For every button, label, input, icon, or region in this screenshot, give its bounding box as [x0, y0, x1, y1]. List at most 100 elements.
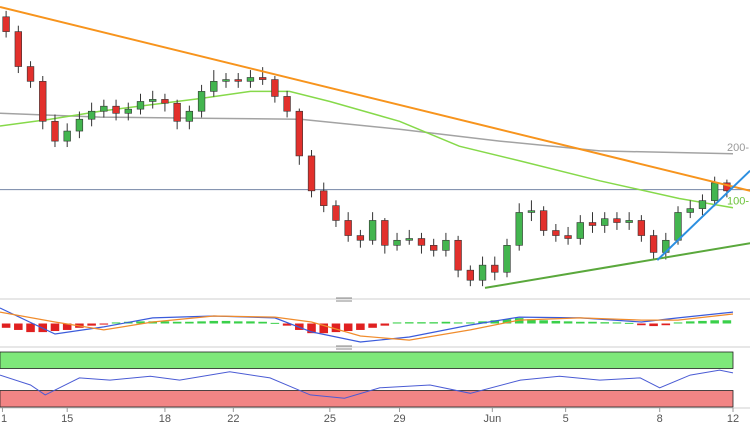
candle-body: [234, 79, 242, 82]
macd-histogram-bar: [319, 323, 329, 334]
macd-histogram-bar: [233, 321, 243, 324]
candle-body: [344, 220, 352, 236]
candle-body: [161, 99, 169, 104]
candle-body: [210, 81, 218, 92]
candle-body: [307, 155, 316, 192]
macd-histogram-bar: [111, 322, 121, 324]
candle-body: [454, 239, 462, 271]
macd-histogram-bar: [490, 320, 500, 324]
macd-histogram-bar: [551, 320, 561, 324]
candle-body: [51, 120, 59, 142]
candle-body: [527, 210, 536, 213]
macd-histogram-bar: [343, 323, 353, 332]
x-tick-label: 5: [563, 413, 569, 425]
candle-body: [39, 81, 47, 122]
candle-body: [320, 190, 328, 206]
oversold-zone: [0, 390, 734, 408]
candle-body: [649, 235, 658, 253]
candle-body: [442, 239, 450, 251]
candle-body: [711, 182, 719, 201]
resize-handle[interactable]: [336, 345, 352, 350]
trendline: [484, 242, 750, 289]
macd-histogram-bar: [26, 323, 35, 333]
candle-body: [491, 264, 499, 273]
macd-histogram-bar: [539, 320, 548, 324]
macd-histogram-bar: [576, 321, 585, 324]
x-tick-label: Jun: [483, 413, 501, 425]
candle-body: [271, 79, 279, 97]
macd-histogram-bar: [99, 323, 109, 325]
macd-histogram-bar: [710, 320, 719, 324]
candle-body: [173, 102, 181, 122]
macd-histogram-bar: [514, 318, 524, 324]
candle-body: [149, 99, 157, 102]
macd-histogram-bar: [404, 322, 414, 324]
candle-body: [283, 96, 291, 112]
macd-histogram-bar: [282, 323, 292, 326]
macd-histogram-bar: [698, 320, 707, 324]
candle-body: [478, 264, 487, 281]
macd-histogram-bar: [197, 321, 206, 324]
overbought-zone: [0, 351, 734, 369]
candle-body: [637, 220, 646, 236]
x-tick-label: 1: [1, 413, 7, 425]
macd-histogram-bar: [563, 321, 573, 324]
rsi-line: [0, 369, 734, 399]
macd-histogram-bar: [14, 323, 23, 330]
macd-histogram-bar: [417, 322, 426, 324]
resize-handle[interactable]: [336, 297, 352, 302]
macd-histogram-bar: [466, 322, 475, 324]
x-tick-label: 8: [657, 413, 663, 425]
macd-histogram-bar: [649, 323, 658, 327]
macd-histogram-bar: [331, 323, 341, 333]
candle-body: [417, 238, 426, 246]
macd-histogram-bar: [87, 323, 96, 326]
x-tick-label: 15: [61, 413, 73, 425]
macd-histogram-bar: [441, 321, 451, 324]
macd-line: [0, 311, 734, 341]
candle-body: [136, 101, 145, 110]
candle-body: [686, 208, 694, 213]
candle-body: [100, 105, 108, 112]
x-tick-label: 12: [727, 413, 739, 425]
macd-histogram-bar: [661, 323, 671, 326]
candle-body: [185, 110, 194, 122]
macd-histogram-bar: [624, 322, 634, 324]
candle-body: [576, 222, 584, 239]
macd-histogram-bar: [722, 320, 732, 324]
candle-body: [381, 220, 389, 246]
macd-histogram-bar: [600, 322, 610, 324]
macd-histogram-bar: [172, 321, 182, 324]
x-tick-label: 29: [393, 413, 405, 425]
candle-body: [246, 77, 255, 82]
candle-body: [356, 235, 365, 241]
candle-body: [295, 110, 303, 157]
macd-histogram-bar: [502, 319, 512, 324]
x-tick-label: 18: [159, 413, 171, 425]
candle-body: [368, 220, 377, 241]
candle-body: [2, 16, 10, 32]
macd-histogram-bar: [307, 323, 316, 334]
candle-body: [124, 108, 132, 114]
macd-histogram-bar: [368, 323, 377, 328]
ma-label: 100-: [727, 196, 749, 208]
macd-histogram-bar: [258, 321, 267, 324]
macd-histogram-bar: [136, 321, 145, 324]
candle-body: [405, 238, 413, 241]
candle-body: [674, 212, 682, 241]
macd-histogram-bar: [50, 323, 60, 332]
macd-histogram-bar: [221, 320, 231, 324]
macd-histogram-bar: [392, 322, 402, 324]
candle-body: [222, 79, 230, 82]
macd-histogram-bar: [356, 323, 365, 330]
candle-body: [87, 110, 96, 120]
macd-histogram-bar: [429, 322, 438, 324]
candle-body: [515, 212, 523, 246]
macd-histogram-bar: [685, 321, 695, 324]
candle-body: [564, 235, 572, 239]
candle-body: [625, 220, 633, 223]
candle-body: [613, 218, 621, 223]
macd-histogram-bar: [185, 321, 194, 324]
macd-histogram-bar: [246, 321, 255, 324]
